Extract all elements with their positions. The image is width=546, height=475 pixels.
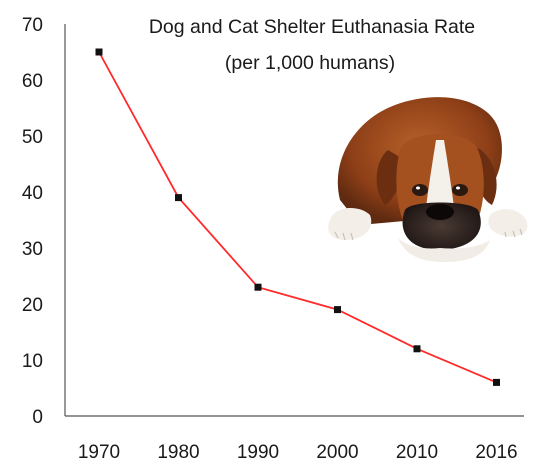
y-tick-label: 40 [22, 183, 43, 204]
boxer-dog-lying-illustration [328, 97, 528, 262]
x-tick-label: 1970 [78, 442, 120, 463]
y-tick-label: 70 [22, 15, 43, 36]
y-tick-label: 20 [22, 295, 43, 316]
data-point-1980 [175, 194, 182, 202]
series-line [98, 51, 497, 384]
data-markers [95, 48, 500, 386]
x-tick-label: 1980 [157, 442, 199, 463]
data-point-2010 [413, 345, 421, 353]
data-point-2016 [493, 378, 500, 386]
data-point-2000 [334, 306, 341, 314]
series-line-group [98, 51, 497, 384]
x-tick-label: 2000 [316, 442, 358, 463]
y-tick-label: 30 [22, 239, 43, 260]
chart-title: Dog and Cat Shelter Euthanasia Rate [149, 16, 475, 38]
y-tick-labels: 0 10 20 30 40 50 60 70 [22, 15, 43, 428]
data-point-1970 [95, 48, 103, 56]
data-point-1990 [254, 283, 262, 291]
x-tick-label: 1990 [237, 442, 279, 463]
y-tick-label: 0 [32, 407, 43, 428]
y-tick-label: 50 [22, 127, 43, 148]
chart-subtitle: (per 1,000 humans) [225, 52, 395, 74]
y-tick-label: 60 [22, 71, 43, 92]
x-tick-label: 2010 [396, 442, 438, 463]
x-tick-label: 2016 [475, 442, 517, 463]
x-tick-labels: 1970 1980 1990 2000 2010 2016 [78, 442, 518, 463]
y-tick-label: 10 [22, 351, 43, 372]
